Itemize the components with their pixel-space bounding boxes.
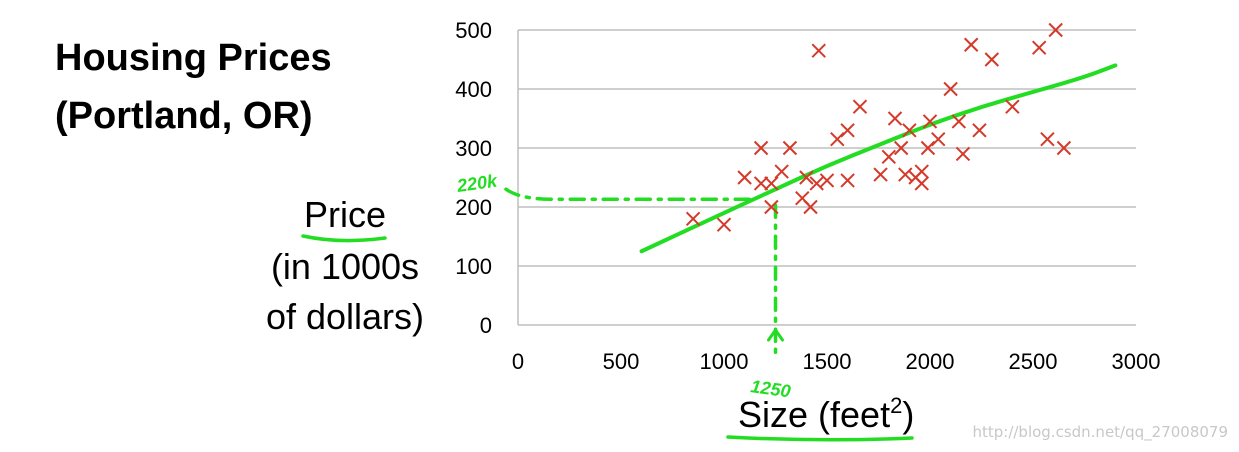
- x-axis-label: Size (feet2): [738, 393, 914, 435]
- data-point-23: [898, 167, 913, 182]
- data-point-7: [774, 164, 789, 179]
- x-tick-label-2500: 2500: [1009, 349, 1058, 374]
- data-point-39: [1040, 131, 1055, 147]
- data-point-19: [873, 167, 888, 182]
- y-label-underline: [301, 234, 387, 243]
- data-point-22: [893, 140, 909, 156]
- data-point-8: [782, 140, 798, 156]
- data-point-10: [799, 170, 814, 185]
- y-tick-label-200: 200: [455, 195, 492, 220]
- data-point-26: [914, 164, 929, 179]
- data-point-34: [963, 37, 979, 52]
- data-point-13: [811, 43, 826, 58]
- data-point-3: [753, 140, 769, 156]
- data-point-1: [716, 217, 732, 232]
- data-point-27: [914, 176, 929, 191]
- data-point-35: [972, 123, 987, 138]
- x-axis-label-superscript: 2: [890, 393, 902, 418]
- data-point-6: [764, 176, 779, 191]
- data-point-21: [887, 111, 903, 126]
- x-tick-label-3000: 3000: [1112, 349, 1161, 374]
- y-tick-labels: 0 100 200 300 400 500: [455, 18, 492, 338]
- x-axis-label-suffix: ): [902, 394, 914, 435]
- data-point-24: [902, 123, 917, 138]
- data-point-0: [685, 211, 701, 227]
- data-point-37: [1005, 99, 1020, 114]
- y-tick-label-100: 100: [455, 254, 492, 279]
- x-tick-label-0: 0: [512, 349, 524, 374]
- y-tick-label-0: 0: [480, 313, 492, 338]
- x-marker-arrowhead: [767, 327, 784, 342]
- data-point-2: [737, 170, 752, 185]
- watermark: http://blog.csdn.net/qq_27008079: [972, 423, 1228, 442]
- data-point-31: [943, 81, 958, 97]
- data-point-18: [852, 99, 868, 114]
- data-point-12: [809, 176, 824, 191]
- fit-line: [639, 63, 1118, 254]
- data-point-28: [920, 140, 936, 156]
- x-tick-label-500: 500: [603, 349, 640, 374]
- data-point-38: [1031, 40, 1047, 55]
- data-point-20: [881, 149, 897, 165]
- fit-line-group: [639, 63, 1118, 254]
- x-tick-label-2000: 2000: [906, 349, 955, 374]
- data-point-30: [931, 131, 946, 147]
- y-axis-label-line-2: (in 1000s: [271, 246, 419, 287]
- x-tick-labels: 0 500 1000 1500 2000 2500 3000: [512, 349, 1161, 374]
- x-label-underline: [726, 435, 914, 442]
- y-tick-label-500: 500: [455, 18, 492, 43]
- data-point-36: [984, 52, 1000, 67]
- y-axis-label-line-3: of dollars): [266, 296, 424, 337]
- x-axis-label-main: Size (feet: [738, 394, 890, 435]
- x-tick-label-1000: 1000: [700, 349, 749, 374]
- data-point-32: [951, 114, 967, 129]
- y-tick-label-300: 300: [455, 136, 492, 161]
- y-tick-label-400: 400: [455, 77, 492, 102]
- y-axis-label-line-1: Price: [304, 194, 386, 235]
- y-marker-label: 220k: [455, 170, 499, 196]
- data-point-5: [764, 199, 779, 215]
- data-point-29: [922, 114, 938, 129]
- data-point-16: [840, 123, 855, 138]
- chart-title: Housing Prices: [55, 37, 332, 79]
- data-point-17: [840, 173, 855, 188]
- y-marker-dashed-line: [504, 187, 754, 201]
- data-point-4: [753, 176, 769, 191]
- data-point-14: [819, 173, 835, 188]
- gridlines: [517, 29, 1136, 326]
- annotation-group: [504, 187, 784, 362]
- data-point-33: [955, 146, 971, 162]
- data-point-41: [1056, 140, 1072, 156]
- data-point-40: [1048, 22, 1063, 38]
- data-point-15: [830, 131, 845, 147]
- data-points: [685, 22, 1072, 232]
- data-point-11: [803, 199, 818, 215]
- x-tick-label-1500: 1500: [803, 349, 852, 374]
- chart-subtitle: (Portland, OR): [55, 95, 313, 137]
